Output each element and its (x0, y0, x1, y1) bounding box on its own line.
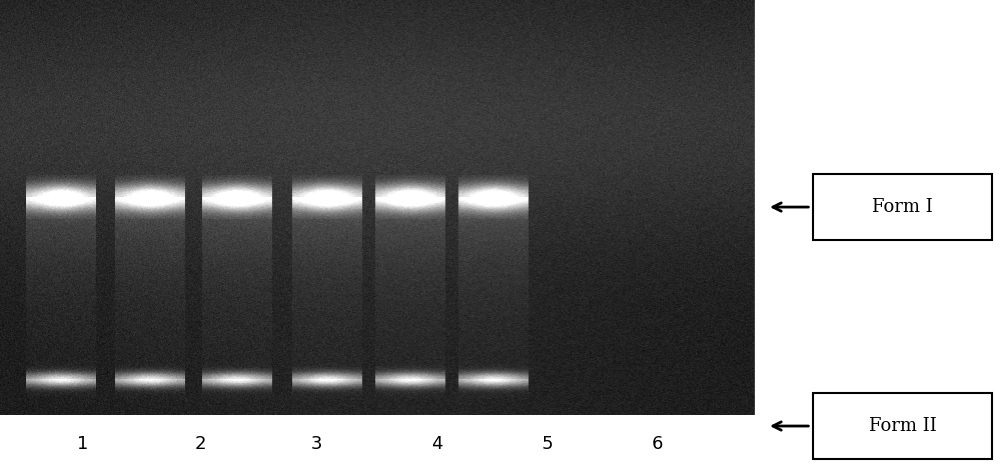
Text: Form II: Form II (868, 417, 936, 435)
Text: 2: 2 (195, 435, 207, 453)
Text: Form I: Form I (872, 198, 932, 216)
FancyBboxPatch shape (812, 393, 991, 459)
Text: 6: 6 (651, 435, 663, 453)
Text: 3: 3 (310, 435, 322, 453)
FancyBboxPatch shape (812, 174, 991, 240)
Text: 4: 4 (430, 435, 442, 453)
Text: 5: 5 (541, 435, 553, 453)
Text: 1: 1 (76, 435, 88, 453)
